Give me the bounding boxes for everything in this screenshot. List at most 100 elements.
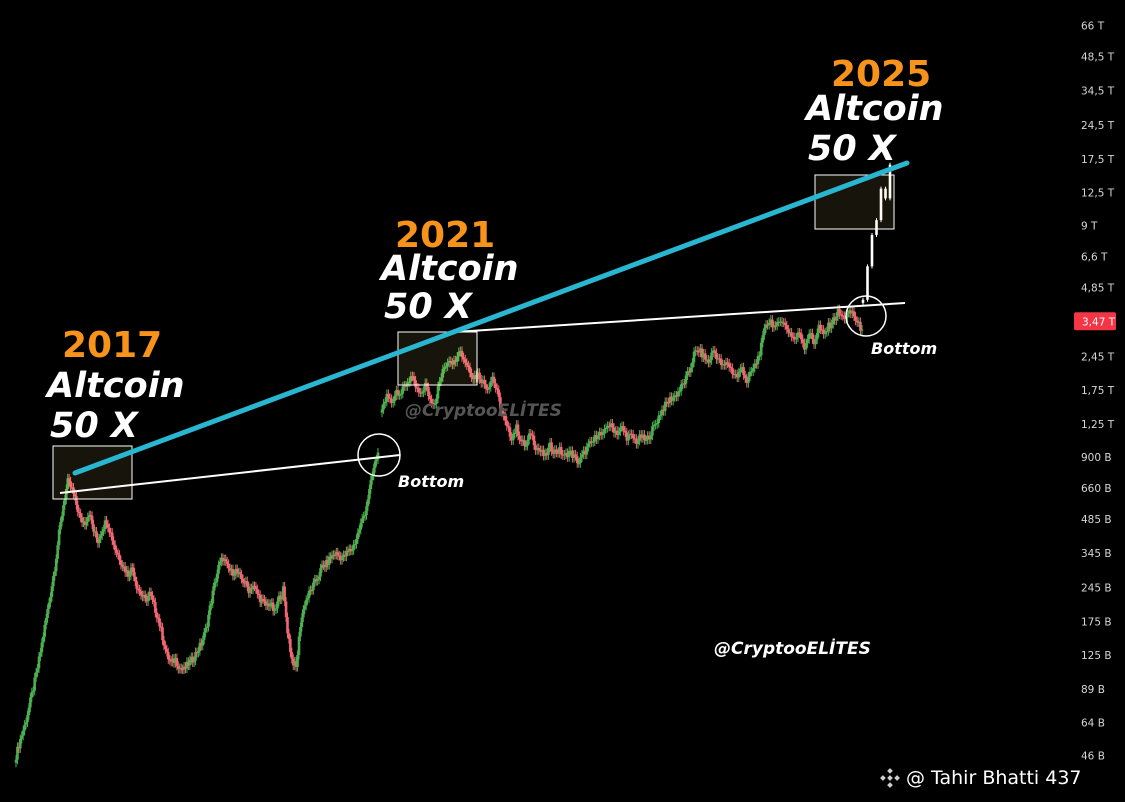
- candle-body: [463, 359, 467, 363]
- candle-body: [587, 443, 590, 447]
- candle-body: [606, 425, 609, 428]
- candle-body: [505, 420, 509, 426]
- candle-body: [531, 434, 534, 436]
- y-tick-label: 345 B: [1081, 548, 1112, 560]
- candle-body: [294, 661, 298, 667]
- candle-body: [154, 602, 157, 613]
- candle-body: [76, 504, 80, 512]
- candle-body: [719, 358, 723, 366]
- candle-body: [309, 589, 312, 592]
- candle-body: [67, 478, 71, 482]
- candle-body: [240, 574, 243, 579]
- candle-body: [737, 372, 741, 378]
- candle-body: [415, 387, 419, 389]
- candle-body: [16, 746, 19, 760]
- candle-body: [481, 379, 485, 383]
- candle-body: [723, 364, 726, 366]
- candle-body: [168, 659, 172, 661]
- candle-body: [601, 433, 605, 436]
- candle-body: [705, 359, 709, 361]
- candle-body: [261, 598, 265, 601]
- candle-body: [304, 599, 308, 606]
- candle-body: [228, 568, 232, 571]
- candle-body: [260, 598, 263, 603]
- candle-body: [20, 735, 24, 739]
- candle-body: [779, 321, 782, 323]
- candle-body: [109, 532, 113, 534]
- bottom-label: Bottom: [398, 472, 464, 491]
- y-tick-label: 175 B: [1081, 616, 1112, 628]
- candle-body: [307, 590, 311, 598]
- candle-body: [708, 360, 712, 363]
- annotation-title: Altcoin: [378, 249, 519, 289]
- candle-body: [787, 329, 790, 333]
- candle-body: [291, 658, 295, 666]
- candle-body: [543, 452, 547, 456]
- candle-body: [519, 439, 523, 442]
- candle-body: [406, 382, 409, 387]
- candle-body: [222, 559, 226, 562]
- candle-body: [41, 636, 45, 643]
- candle-body: [764, 324, 768, 329]
- candle-body: [214, 581, 217, 584]
- candle-body: [320, 564, 324, 569]
- candle-body: [812, 339, 816, 345]
- candle-body: [476, 372, 480, 378]
- candle-body: [100, 531, 104, 536]
- candle-body: [535, 447, 539, 451]
- candle-body: [403, 385, 406, 387]
- candle-body: [782, 322, 785, 324]
- candle-body: [596, 435, 600, 440]
- support-trendline: [59, 454, 401, 494]
- candle-body: [40, 642, 44, 653]
- candle-body: [427, 386, 430, 396]
- candle-body: [194, 652, 197, 661]
- candle-body: [803, 342, 806, 350]
- candle-body: [336, 552, 340, 556]
- candle-body: [33, 677, 36, 691]
- candle-body: [169, 660, 173, 662]
- candle-body: [280, 595, 284, 600]
- candle-body: [721, 364, 725, 366]
- candle-body: [734, 373, 737, 376]
- candle-body: [77, 511, 81, 514]
- candle-body: [89, 515, 92, 517]
- candle-body: [372, 468, 375, 476]
- candle-body: [363, 515, 367, 517]
- candle-body: [508, 427, 512, 437]
- candle-body: [342, 554, 345, 558]
- candle-body: [198, 642, 202, 652]
- candle-body: [859, 321, 862, 331]
- candle-body: [145, 598, 149, 602]
- candle-body: [69, 481, 72, 488]
- candle-body: [420, 392, 424, 394]
- candle-body: [299, 627, 302, 637]
- candle-body: [258, 594, 262, 603]
- candle-body: [399, 393, 403, 395]
- candle-body: [428, 395, 432, 399]
- candle-body: [815, 332, 819, 340]
- candle-body: [593, 435, 597, 442]
- y-tick-label: 125 B: [1081, 650, 1112, 662]
- candle-body: [395, 390, 398, 396]
- candle-body: [635, 438, 638, 444]
- candle-body: [106, 523, 110, 528]
- candle-body: [347, 548, 351, 552]
- candle-body: [283, 586, 286, 602]
- candle-body: [510, 436, 513, 441]
- candle-body: [561, 454, 565, 456]
- candle-body: [447, 360, 451, 363]
- candle-body: [355, 539, 358, 544]
- candle-body: [710, 352, 713, 361]
- candle-body: [854, 316, 857, 321]
- candle-body: [188, 659, 192, 666]
- candle-body: [211, 590, 215, 604]
- candle-body: [651, 426, 654, 436]
- candle-body: [518, 435, 521, 440]
- candle-body: [707, 359, 710, 363]
- candle-body: [542, 449, 545, 456]
- candle-body: [743, 375, 747, 379]
- candle-body: [217, 565, 220, 574]
- candle-body: [391, 401, 395, 403]
- candle-body: [670, 396, 673, 401]
